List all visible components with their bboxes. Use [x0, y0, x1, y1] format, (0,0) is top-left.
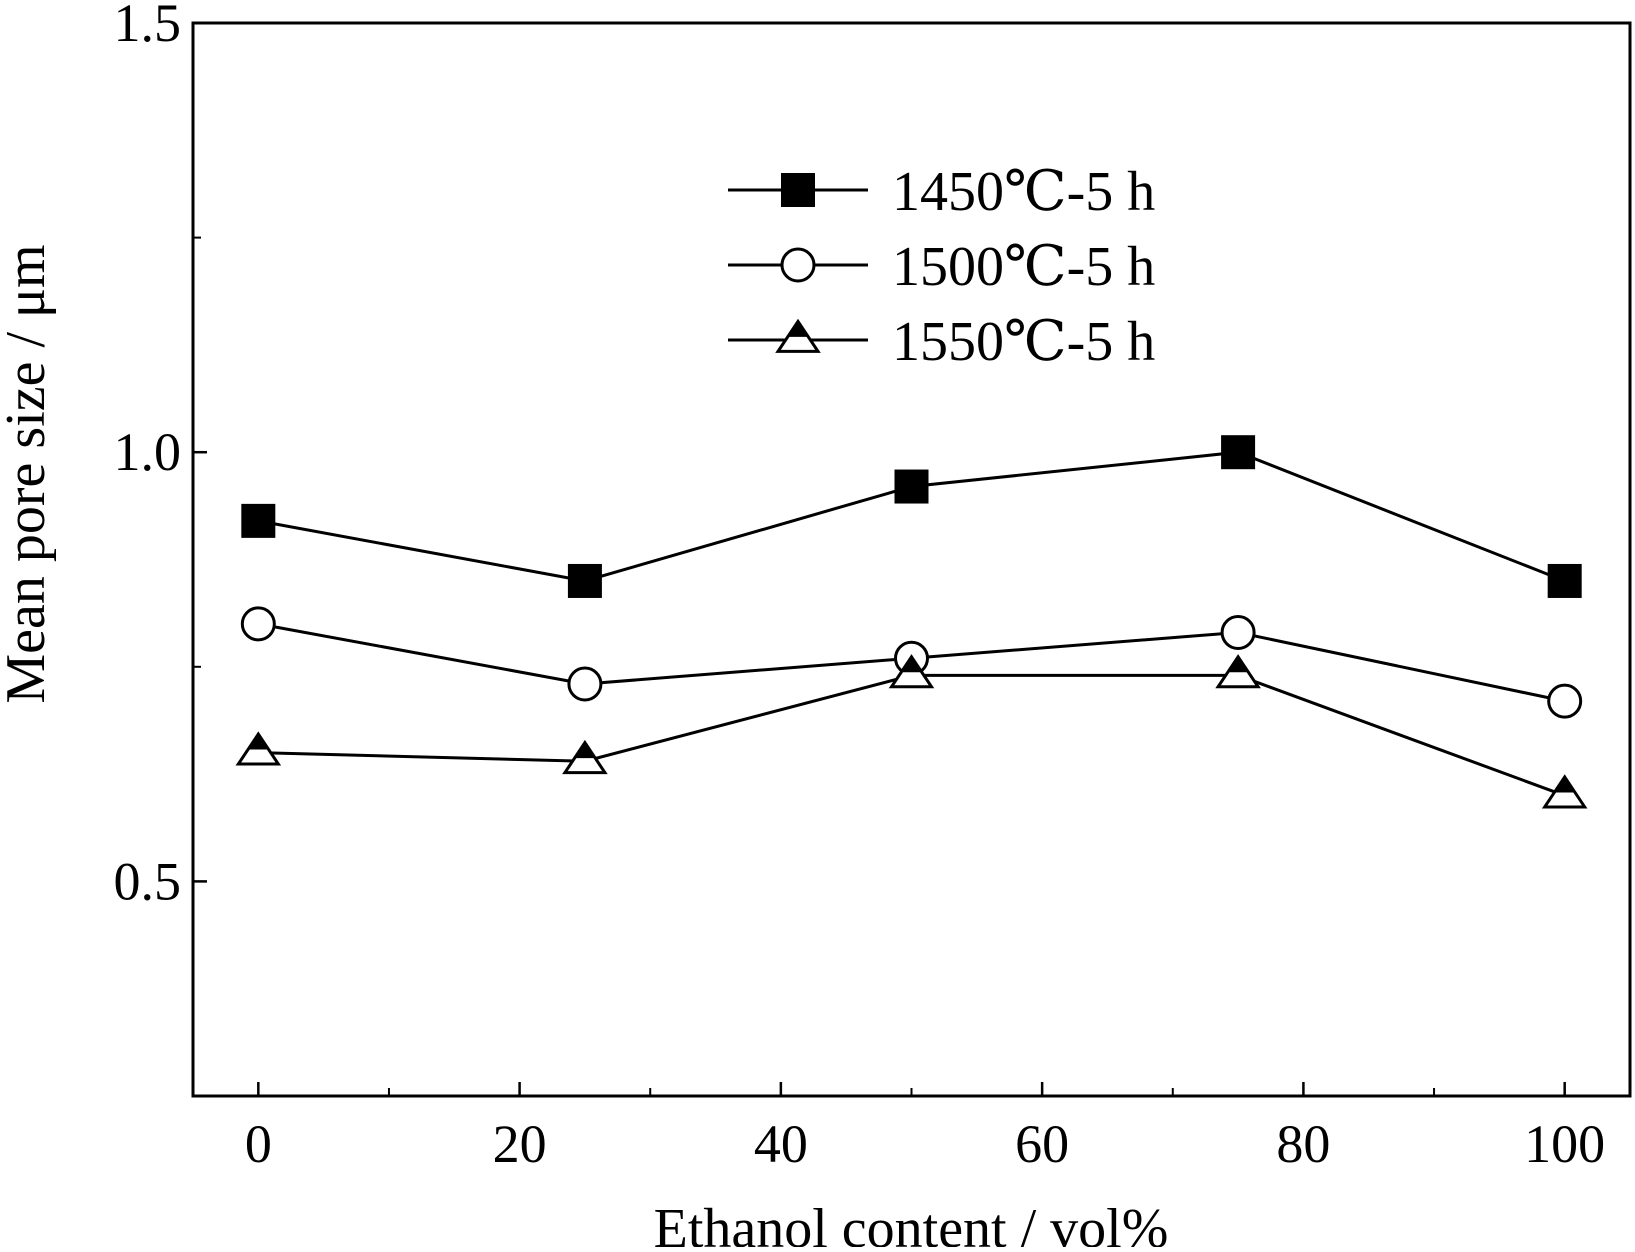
x-tick-label: 0: [245, 1114, 272, 1174]
triangle-fill: [900, 655, 923, 673]
data-point: [1547, 683, 1583, 719]
data-point: [1215, 654, 1261, 689]
x-tick-label: 20: [493, 1114, 547, 1174]
triangle-fill: [247, 733, 270, 750]
y-tick-label: 1.0: [114, 422, 182, 482]
triangle-fill: [1553, 776, 1576, 793]
legend-item: 1450℃-5 h: [728, 161, 1155, 223]
data-point: [1220, 614, 1256, 650]
legend: 1450℃-5 h 1500℃-5 h 1550℃-5 h: [728, 161, 1155, 373]
triangle-fill: [573, 741, 596, 759]
series-line: [258, 673, 1566, 797]
legend-marker: [780, 247, 816, 283]
axis-tick-labels: 0 20 40 60 80 100 0.5 1.0 1.5: [114, 0, 1606, 1174]
data-series: [235, 435, 1588, 809]
data-point: [567, 666, 603, 702]
x-tick-label: 100: [1524, 1114, 1605, 1174]
x-axis-title: Ethanol content / vol%: [654, 1198, 1169, 1247]
triangle-fill: [1227, 655, 1250, 673]
axis-ticks: [193, 21, 1566, 1096]
data-point: [235, 731, 282, 766]
y-axis-title: Mean pore size / μm: [0, 244, 57, 703]
legend-label: 1550℃-5 h: [892, 311, 1155, 373]
legend-marker: [781, 173, 815, 207]
series-3: [235, 654, 1588, 809]
legend-label: 1450℃-5 h: [892, 161, 1155, 223]
data-point: [894, 469, 929, 504]
data-point: [240, 606, 276, 642]
y-tick-label: 0.5: [114, 851, 182, 911]
legend-marker: [775, 318, 821, 353]
x-tick-label: 40: [754, 1114, 808, 1174]
data-point: [241, 503, 276, 538]
triangle-fill: [787, 320, 809, 337]
data-point: [888, 654, 935, 689]
series-1: [241, 435, 1582, 598]
data-point: [1547, 563, 1582, 598]
x-tick-label: 80: [1276, 1114, 1330, 1174]
data-point: [1221, 435, 1256, 470]
x-tick-label: 60: [1015, 1114, 1069, 1174]
legend-item: 1550℃-5 h: [728, 311, 1155, 373]
y-tick-label: 1.5: [114, 0, 182, 53]
legend-label: 1500℃-5 h: [892, 236, 1155, 298]
data-point: [562, 739, 608, 775]
data-point: [567, 563, 602, 598]
legend-item: 1500℃-5 h: [728, 236, 1155, 298]
data-point: [1541, 774, 1588, 809]
